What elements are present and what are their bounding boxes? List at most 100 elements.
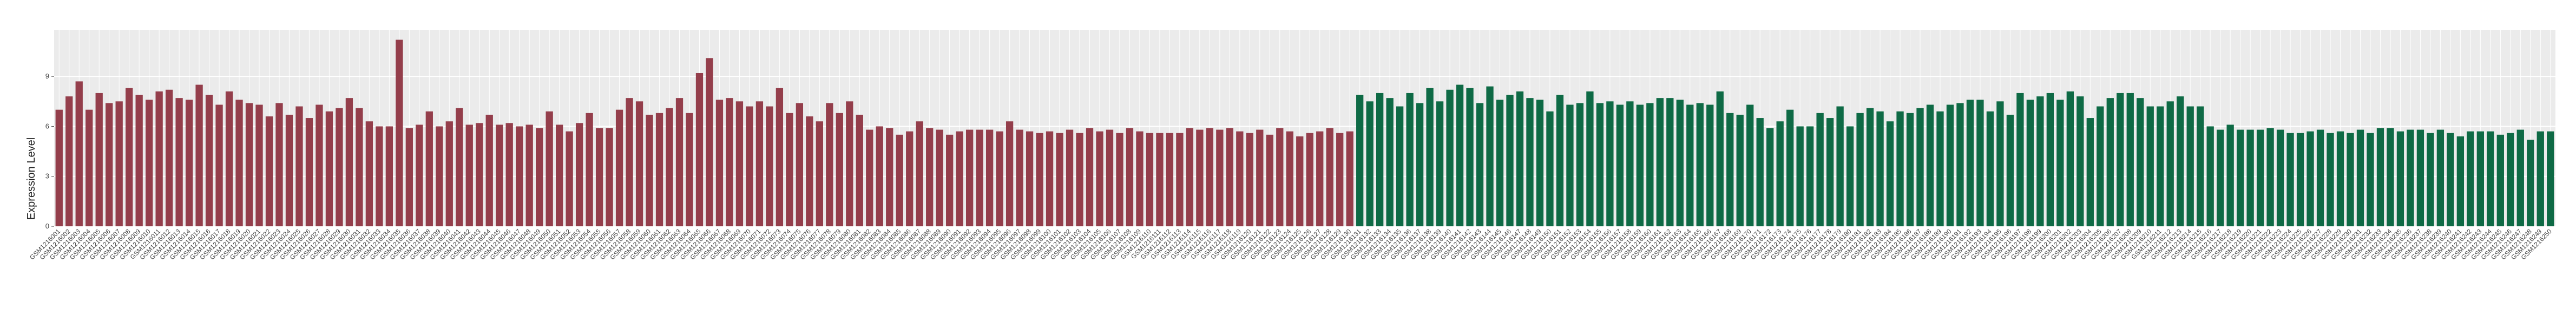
bar	[2066, 91, 2074, 226]
bar	[1636, 104, 1644, 226]
bar	[1806, 126, 1814, 226]
bar	[165, 89, 173, 226]
bar	[1816, 113, 1824, 226]
bar	[2547, 131, 2554, 226]
bar	[2467, 131, 2474, 226]
bar	[1196, 129, 1204, 226]
bar	[2236, 129, 2244, 226]
bar	[695, 73, 704, 227]
bar	[2536, 131, 2544, 226]
bar	[65, 96, 73, 226]
bar	[1686, 104, 1694, 226]
bar	[1486, 86, 1494, 227]
bar	[1366, 101, 1374, 226]
bar	[1856, 113, 1864, 226]
bar	[595, 128, 603, 226]
bar	[2226, 125, 2234, 226]
bar	[215, 104, 223, 226]
bar	[1506, 94, 1514, 226]
bar	[1106, 129, 1114, 226]
bar	[2367, 133, 2374, 226]
bar	[1286, 131, 1293, 226]
bar	[856, 114, 863, 226]
bar	[2266, 128, 2274, 226]
bar	[2046, 93, 2054, 226]
bar	[996, 131, 1003, 226]
bar	[1846, 126, 1854, 226]
bar	[1586, 91, 1594, 226]
bar	[1496, 100, 1504, 226]
bar	[245, 103, 253, 226]
bar	[2206, 126, 2214, 226]
bar	[1516, 91, 1524, 226]
bar	[1726, 113, 1734, 226]
bar	[1556, 94, 1564, 226]
bar	[456, 108, 463, 226]
bar	[746, 106, 753, 226]
bar	[396, 40, 403, 226]
bar	[1036, 133, 1043, 226]
bar	[376, 126, 383, 226]
bar	[2146, 106, 2154, 226]
bar	[1256, 129, 1264, 226]
bar	[686, 113, 693, 226]
bar	[1356, 94, 1364, 226]
bar	[755, 101, 764, 226]
bar	[505, 123, 513, 226]
bar	[1706, 104, 1714, 226]
bar	[1926, 104, 1934, 226]
bar	[706, 58, 713, 227]
bar	[1676, 100, 1684, 226]
bar	[2456, 136, 2465, 226]
bar	[1666, 98, 1674, 226]
bar	[1086, 128, 1094, 226]
bar	[485, 114, 493, 226]
bar	[586, 113, 593, 226]
bar	[2396, 131, 2404, 226]
bar	[1146, 133, 1154, 226]
bar	[2036, 96, 2044, 226]
bar	[1826, 118, 1834, 226]
bar	[1216, 129, 1224, 226]
bar	[1316, 131, 1324, 226]
bar	[796, 103, 804, 226]
bar	[2216, 129, 2224, 226]
bar	[2177, 96, 2184, 226]
bar	[606, 128, 613, 226]
bar	[295, 106, 303, 226]
bar	[2166, 101, 2174, 226]
bar	[496, 125, 503, 226]
bar	[1836, 106, 1844, 226]
bar	[356, 108, 363, 226]
bar	[235, 100, 243, 226]
bar	[2407, 129, 2414, 226]
bar	[336, 108, 343, 226]
bar	[75, 81, 83, 226]
bar	[876, 126, 883, 226]
bar	[305, 118, 313, 226]
bar	[1246, 133, 1253, 226]
bar	[1176, 133, 1184, 226]
bar	[1946, 104, 1954, 226]
bar	[976, 129, 983, 226]
bar	[1446, 89, 1454, 226]
bar	[2516, 129, 2524, 226]
bar	[2086, 118, 2094, 226]
bar	[1576, 103, 1584, 226]
bar	[1646, 103, 1654, 226]
bar	[465, 125, 473, 226]
bar	[2016, 93, 2024, 226]
bar	[1416, 103, 1424, 226]
bar	[2376, 128, 2384, 226]
bar	[1266, 134, 1273, 226]
bar	[635, 101, 643, 226]
bar	[646, 114, 653, 226]
bar	[436, 126, 443, 226]
bar	[956, 131, 963, 226]
bar	[965, 129, 974, 226]
bar	[2436, 129, 2444, 226]
bar	[715, 100, 724, 226]
bar	[95, 93, 103, 226]
bar	[1886, 121, 1894, 226]
bar	[2106, 98, 2114, 226]
